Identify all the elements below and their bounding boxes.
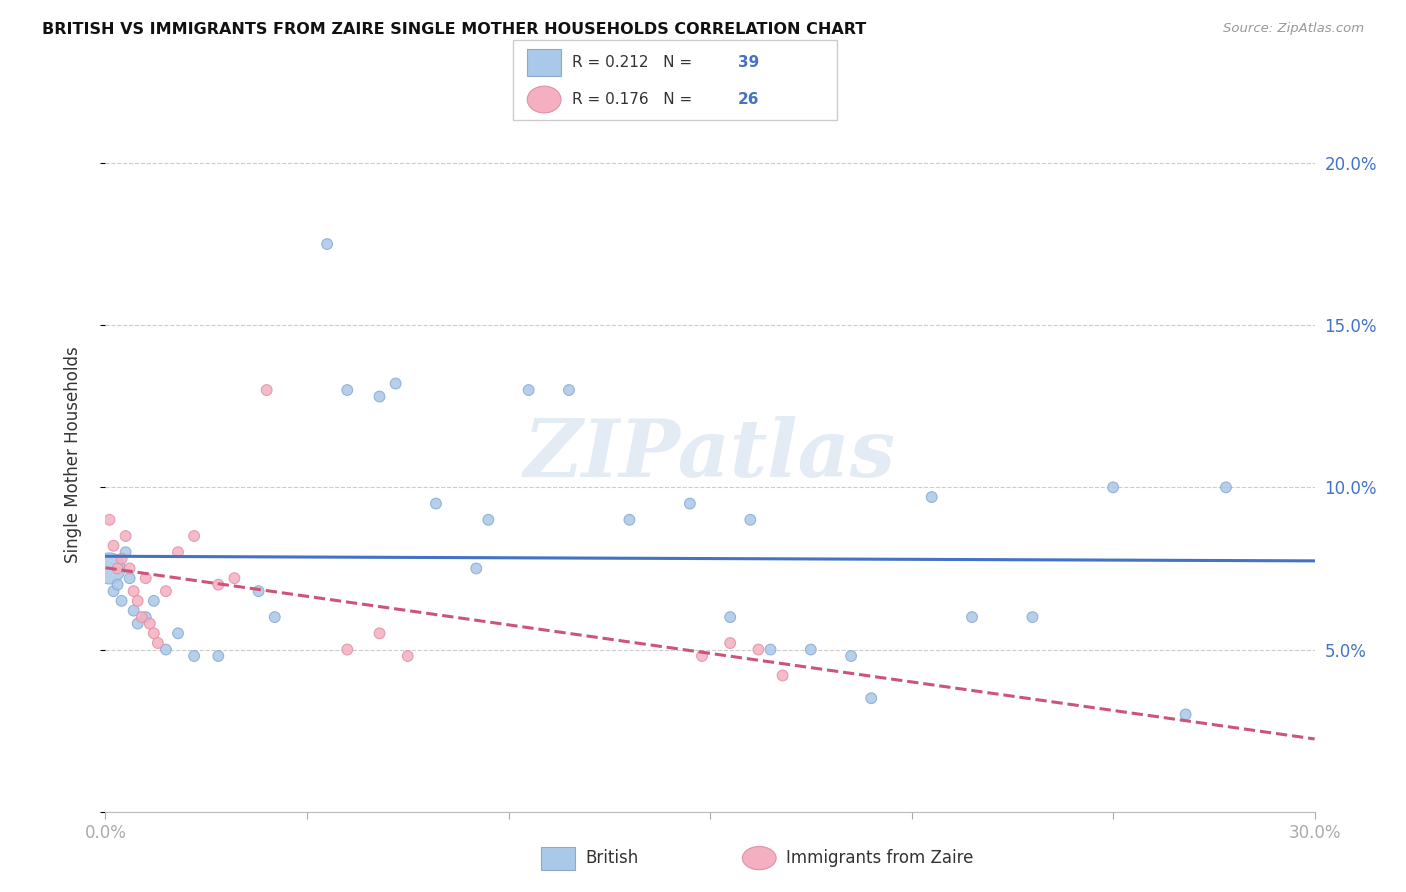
Point xyxy=(155,642,177,657)
Point xyxy=(135,571,157,585)
Point xyxy=(1174,707,1197,722)
Point xyxy=(368,626,391,640)
Point xyxy=(679,497,702,511)
Point xyxy=(425,497,447,511)
Point xyxy=(1102,480,1125,494)
Y-axis label: Single Mother Households: Single Mother Households xyxy=(63,347,82,563)
Point xyxy=(256,383,278,397)
Point xyxy=(135,610,157,624)
Point xyxy=(690,648,713,663)
Text: ZIPatlas: ZIPatlas xyxy=(524,417,896,493)
Point xyxy=(477,513,499,527)
Point xyxy=(107,577,129,591)
Point xyxy=(183,648,205,663)
Point xyxy=(207,577,229,591)
Point xyxy=(740,513,762,527)
Point xyxy=(960,610,983,624)
Point xyxy=(718,636,741,650)
Point xyxy=(127,594,149,608)
Point xyxy=(127,616,149,631)
Point xyxy=(860,691,883,706)
Point xyxy=(396,648,419,663)
Point xyxy=(247,584,270,599)
Point xyxy=(465,561,488,575)
Point xyxy=(759,642,782,657)
Point xyxy=(921,490,943,504)
Point xyxy=(110,594,132,608)
Text: Immigrants from Zaire: Immigrants from Zaire xyxy=(786,849,973,867)
Point xyxy=(1021,610,1043,624)
Point xyxy=(122,584,145,599)
Point xyxy=(517,383,540,397)
Point xyxy=(183,529,205,543)
Point xyxy=(118,571,141,585)
Point xyxy=(103,539,125,553)
Point xyxy=(146,636,169,650)
Point xyxy=(110,551,132,566)
Point xyxy=(139,616,162,631)
Point xyxy=(224,571,246,585)
Point xyxy=(155,584,177,599)
Point xyxy=(1215,480,1237,494)
Point xyxy=(167,545,190,559)
Point xyxy=(336,642,359,657)
Text: 39: 39 xyxy=(738,55,759,70)
Point xyxy=(558,383,581,397)
Point xyxy=(98,513,121,527)
Text: BRITISH VS IMMIGRANTS FROM ZAIRE SINGLE MOTHER HOUSEHOLDS CORRELATION CHART: BRITISH VS IMMIGRANTS FROM ZAIRE SINGLE … xyxy=(42,22,866,37)
Text: British: British xyxy=(585,849,638,867)
Text: R = 0.176   N =: R = 0.176 N = xyxy=(572,92,697,107)
Point xyxy=(118,561,141,575)
Point xyxy=(207,648,229,663)
Point xyxy=(316,237,339,252)
Point xyxy=(142,594,165,608)
Point xyxy=(384,376,406,391)
Point xyxy=(114,545,136,559)
Point xyxy=(747,642,769,657)
Point xyxy=(167,626,190,640)
Point xyxy=(107,561,129,575)
Point xyxy=(772,668,794,682)
Text: Source: ZipAtlas.com: Source: ZipAtlas.com xyxy=(1223,22,1364,36)
Text: R = 0.212   N =: R = 0.212 N = xyxy=(572,55,697,70)
Point xyxy=(336,383,359,397)
Text: 26: 26 xyxy=(738,92,759,107)
Point xyxy=(131,610,153,624)
Point xyxy=(839,648,862,663)
Point xyxy=(800,642,823,657)
Point xyxy=(98,561,121,575)
Point xyxy=(368,390,391,404)
Point xyxy=(114,529,136,543)
Point xyxy=(142,626,165,640)
Point xyxy=(619,513,641,527)
Point xyxy=(103,584,125,599)
Point xyxy=(122,604,145,618)
Point xyxy=(263,610,285,624)
Point xyxy=(718,610,741,624)
